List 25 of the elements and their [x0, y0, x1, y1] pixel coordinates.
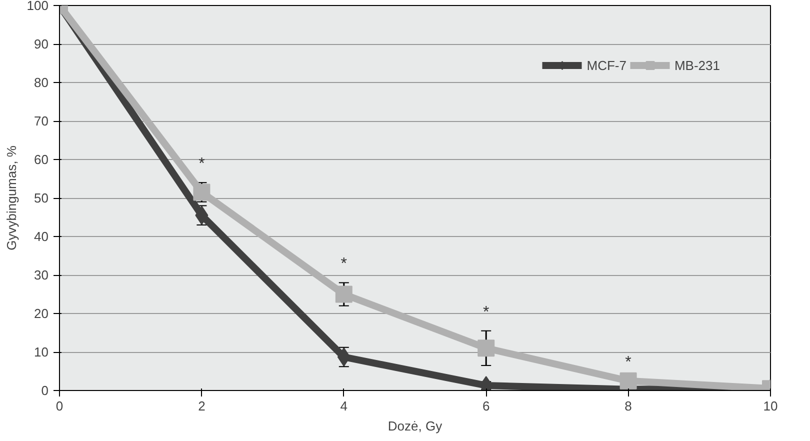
x-tick-label: 8 — [624, 398, 632, 414]
y-tick-label: 20 — [34, 306, 49, 321]
y-axis-title: Gyvybingumas, % — [4, 145, 19, 250]
x-tick-label: 10 — [763, 398, 778, 414]
x-tick-label: 6 — [482, 398, 490, 414]
annotation: * — [625, 354, 632, 371]
y-tick-label: 60 — [34, 152, 49, 167]
x-tick-label: 0 — [56, 398, 64, 414]
y-tick-label: 90 — [34, 36, 49, 52]
y-tick-label: 10 — [34, 344, 49, 360]
y-tick-label: 0 — [41, 383, 49, 398]
legend-label: MCF-7 — [586, 58, 626, 72]
legend-label: MB-231 — [674, 58, 720, 72]
y-tick-label: 70 — [34, 114, 49, 128]
x-tick-label: 4 — [340, 398, 348, 414]
y-tick-label: 100 — [26, 0, 49, 13]
annotation: * — [340, 256, 348, 273]
y-tick-label: 80 — [34, 75, 49, 90]
annotation: * — [198, 156, 205, 173]
x-tick-label: 2 — [198, 398, 206, 414]
y-tick-label: 30 — [34, 268, 49, 282]
x-axis-title: Dozė, Gy — [388, 418, 443, 434]
y-tick-label: 50 — [34, 190, 49, 206]
annotation: * — [482, 304, 490, 321]
y-tick-label: 40 — [34, 229, 49, 244]
